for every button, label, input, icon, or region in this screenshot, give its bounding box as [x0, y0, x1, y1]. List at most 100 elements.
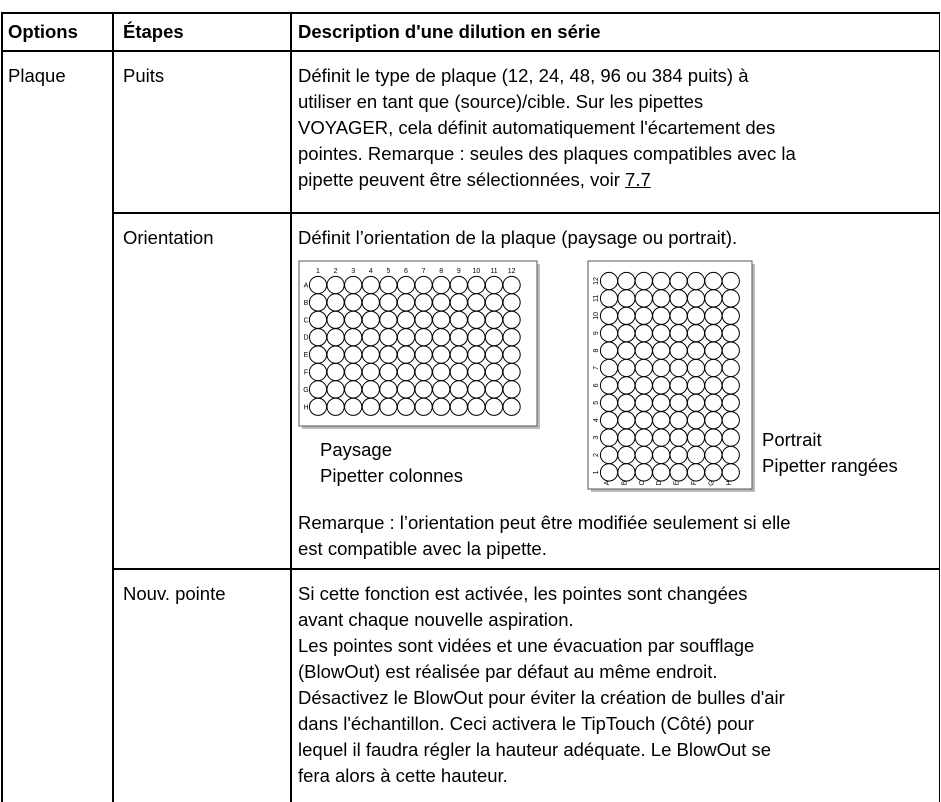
column-label: A — [604, 480, 611, 485]
column-label: 8 — [439, 268, 443, 275]
well — [686, 324, 706, 343]
row-label: D — [303, 335, 308, 342]
well — [467, 310, 486, 329]
well — [467, 345, 486, 364]
description-line: dans l'échantillon. Ceci activera le Tip… — [298, 713, 754, 734]
well — [634, 341, 653, 360]
row-label: C — [303, 317, 308, 324]
column-label: H — [726, 480, 733, 485]
well — [599, 411, 619, 430]
well — [686, 358, 706, 378]
well — [652, 411, 671, 430]
column-label: F — [691, 481, 698, 485]
well — [414, 345, 433, 364]
border — [112, 568, 940, 570]
description-line: pointes. Remarque : seules des plaques c… — [298, 143, 796, 164]
well — [502, 275, 521, 295]
step-cell: Orientation — [123, 227, 214, 248]
well — [634, 324, 653, 343]
well — [686, 393, 706, 412]
well — [432, 380, 451, 399]
caption: Pipetter rangées — [762, 455, 898, 476]
well — [634, 358, 653, 378]
well — [686, 306, 706, 325]
column-label: 3 — [351, 268, 355, 275]
well — [449, 328, 468, 347]
well — [361, 362, 380, 382]
well — [617, 341, 636, 360]
well — [721, 306, 740, 325]
well — [432, 275, 451, 295]
well — [634, 463, 653, 482]
well — [502, 397, 521, 416]
well — [652, 341, 671, 360]
well — [379, 362, 398, 382]
description-line: Définit l’orientation de la plaque (pays… — [298, 227, 738, 248]
well — [721, 411, 740, 430]
well — [617, 411, 636, 430]
well — [449, 397, 468, 416]
well — [652, 463, 671, 482]
row-label: B — [304, 300, 309, 307]
well — [379, 293, 398, 312]
description-line: Définit le type de plaque (12, 24, 48, 9… — [298, 65, 749, 86]
column-label: B — [621, 480, 628, 485]
well — [617, 271, 636, 291]
well — [652, 428, 671, 447]
well — [326, 310, 345, 329]
well — [686, 376, 706, 395]
well — [669, 289, 688, 308]
well — [396, 328, 416, 347]
well — [502, 345, 521, 364]
well — [467, 397, 486, 416]
row-label: 4 — [593, 418, 600, 422]
well — [721, 271, 740, 291]
well — [704, 341, 723, 360]
well — [344, 328, 363, 347]
border — [1, 50, 940, 52]
well — [652, 358, 671, 378]
well — [432, 293, 451, 312]
well — [704, 358, 723, 378]
well — [361, 275, 380, 295]
column-label: 5 — [386, 268, 390, 275]
well — [669, 428, 688, 447]
well — [326, 328, 345, 347]
column-label: 2 — [334, 268, 338, 275]
well — [599, 376, 619, 395]
well — [634, 271, 653, 291]
well — [704, 445, 723, 465]
row-label: F — [304, 370, 308, 377]
well — [361, 345, 380, 364]
well — [308, 275, 328, 295]
caption: Pipetter colonnes — [320, 465, 463, 486]
well — [396, 380, 416, 399]
well — [467, 328, 486, 347]
step-cell: Puits — [123, 65, 165, 86]
well — [414, 328, 433, 347]
well — [502, 310, 521, 329]
row-label: H — [303, 404, 308, 411]
well — [344, 345, 363, 364]
well — [484, 345, 504, 364]
well — [617, 376, 636, 395]
well — [502, 293, 521, 312]
well — [484, 380, 504, 399]
well — [484, 310, 504, 329]
well — [502, 328, 521, 347]
well — [467, 293, 486, 312]
link[interactable]: 7.7 — [625, 169, 651, 190]
well — [308, 293, 328, 312]
well — [326, 345, 345, 364]
well — [502, 380, 521, 399]
well — [599, 358, 619, 378]
well — [669, 341, 688, 360]
well — [599, 341, 619, 360]
description-line: Désactivez le BlowOut pour éviter la cré… — [298, 687, 785, 708]
well — [652, 393, 671, 412]
well — [308, 328, 328, 347]
well — [396, 293, 416, 312]
well — [484, 328, 504, 347]
well — [617, 324, 636, 343]
